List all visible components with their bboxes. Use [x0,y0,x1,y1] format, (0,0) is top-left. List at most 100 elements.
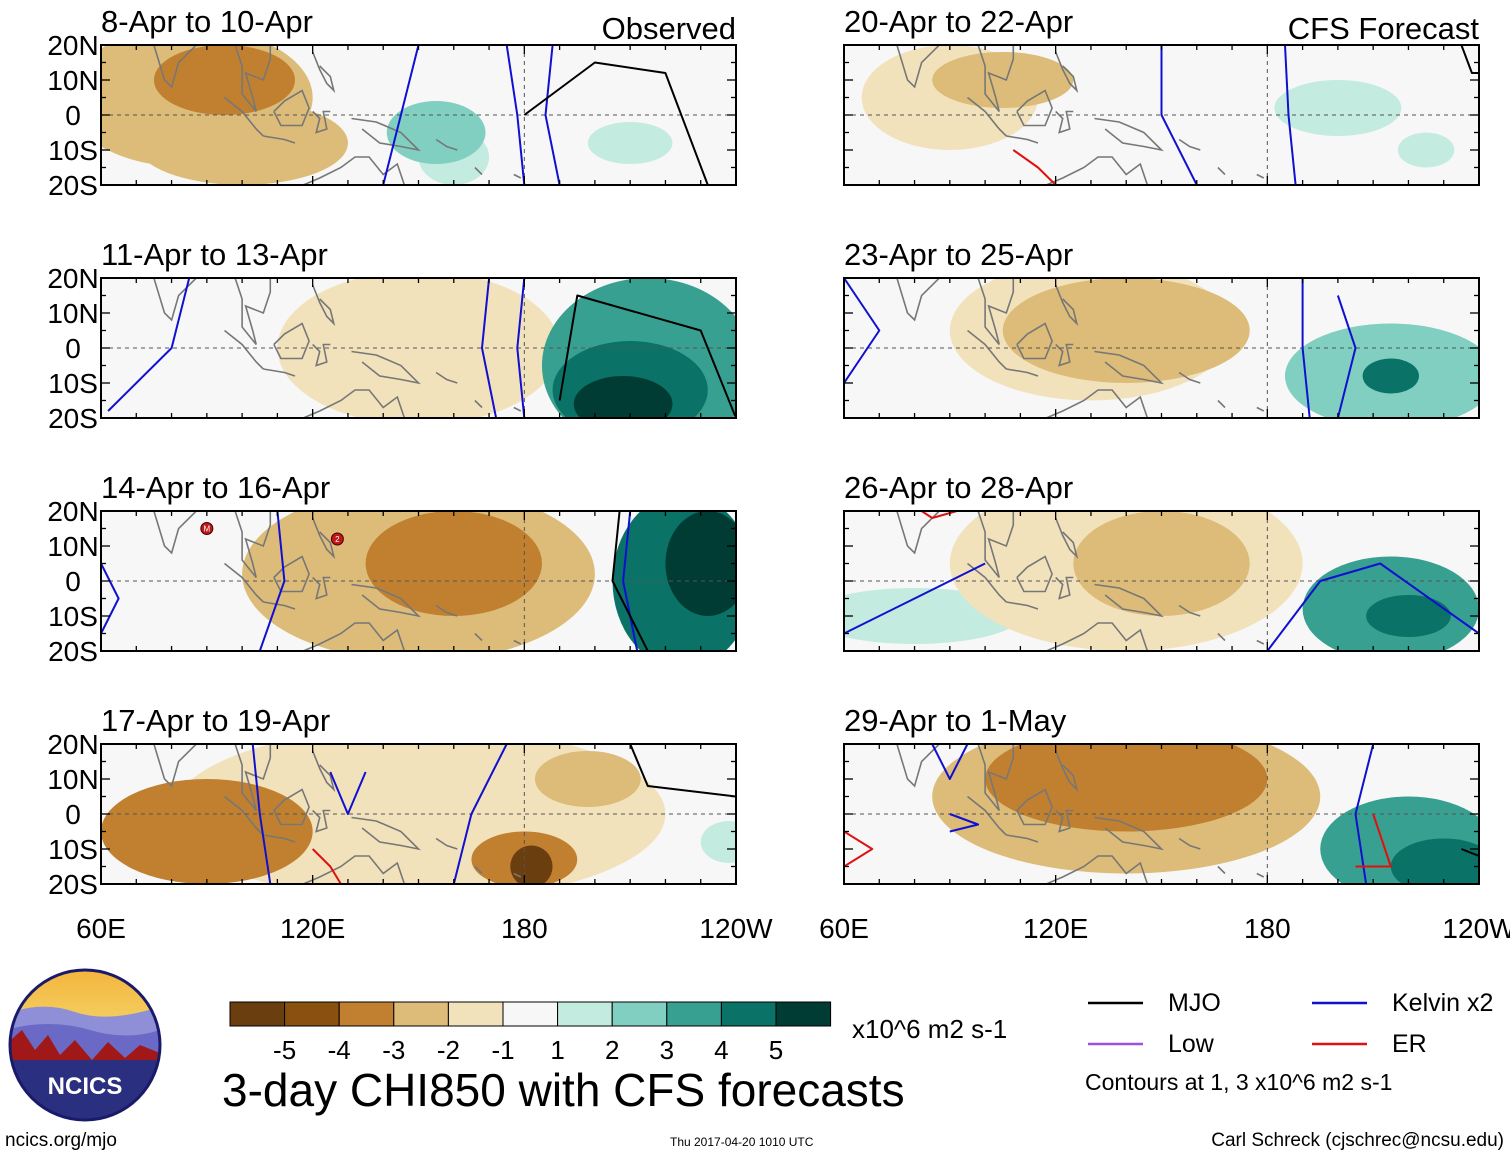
lat-label: 20S [48,636,98,667]
coastline [311,51,336,94]
anomaly-blob [136,101,348,185]
coastline [1016,555,1053,593]
colorbar-label: 5 [769,1035,783,1065]
coastline [311,284,336,327]
kelvin-contour [1301,278,1311,418]
mjo-contour [523,61,709,185]
storm-marker: M [200,522,214,535]
panel-title: 8-Apr to 10-Apr [101,4,313,39]
anomaly-blob [510,845,553,884]
kelvin-contour [622,511,639,651]
anomaly-blob [573,376,673,418]
lat-label: 0 [65,799,81,830]
kelvin-contour [1266,562,1479,651]
legend-item: MJO [1088,989,1221,1017]
panel-title: 26-Apr to 28-Apr [844,470,1073,505]
coastline [312,576,331,600]
coastline [1055,343,1074,367]
coastline [311,750,336,793]
coastline [1256,639,1265,645]
colorbar-swatch [720,1001,777,1027]
anomaly-blob [932,52,1074,108]
map-panel: 20-Apr to 22-Apr CFS Forecast [843,4,1480,186]
coastline [1054,750,1079,793]
lat-label: 10S [48,834,98,865]
colorbar-swatch [338,1001,395,1027]
legend-label: ER [1392,1030,1427,1058]
colorbar-swatch [666,1001,722,1027]
anomaly-blob [1366,595,1451,637]
coastline [1054,517,1079,560]
coastline [1016,89,1053,127]
er-contour [1012,149,1057,185]
kelvin-contour [516,278,526,418]
main-title: 3-day CHI850 with CFS forecasts [222,1064,905,1116]
colorbar-swatch [447,1001,504,1027]
anomaly-blob [534,751,641,807]
coastline [312,110,331,134]
coastline [977,45,1015,113]
lat-label: 0 [65,100,81,131]
logo-text: NCICS [48,1073,123,1100]
coastline [1055,809,1074,833]
panel-title: 17-Apr to 19-Apr [101,703,330,738]
map-panel: 26-Apr to 28-Apr [843,470,1480,652]
column-label: Observed [602,11,736,46]
coastline [234,511,272,579]
coastline [1055,110,1074,134]
coastline [263,368,296,377]
footer-credit: Carl Schreck (cjschrec@ncsu.edu) [1211,1130,1504,1151]
coastline [896,278,940,322]
panel-title: 14-Apr to 16-Apr [101,470,330,505]
kelvin-contour [107,278,191,412]
coastline [967,96,1007,137]
colorbar-label: -2 [437,1035,460,1065]
map-panel: 29-Apr to 1-May 60E 120E 180 120W [819,703,1510,944]
lat-label: 10N [47,531,98,562]
coastline [1256,872,1265,878]
coastline [224,795,264,836]
kelvin-contour [258,511,286,651]
coastline [977,511,1015,579]
coastline [351,816,421,851]
lat-label: 10S [48,135,98,166]
kelvin-contour [481,278,498,418]
er-contour [1355,813,1392,868]
anomaly-blob [1390,838,1479,884]
kelvin-contour [544,45,561,185]
coastline [224,329,264,370]
coastline [273,322,310,360]
er-contour [921,511,958,519]
anomaly-blob [700,821,736,863]
coastline [513,406,522,412]
anomaly-field [949,278,1479,418]
coastline [1256,406,1265,412]
coastline [224,562,264,603]
kelvin-contour [251,744,272,884]
storm-marker-icon [200,522,214,535]
coastline [224,96,264,137]
coastline [153,278,197,322]
coastline [234,45,272,113]
coastline [311,517,336,560]
colorbar-label: 4 [714,1035,728,1065]
anomaly-blob [1073,511,1250,616]
lat-label: 20S [48,869,98,900]
er-contour [311,848,342,884]
colorbar-swatch [284,1001,340,1027]
coastline [1178,837,1201,850]
colorbar-label: -4 [328,1035,351,1065]
coastline [351,117,421,152]
coastline [153,511,197,555]
lon-label: 60E [76,913,126,944]
lon-label: 120W [699,913,773,944]
panels-layer: 8-Apr to 10-Apr Observed20N10N010S20S11-A… [47,4,1510,944]
storm-marker-label: M [203,525,210,534]
coastline [1094,117,1164,152]
coastline [1217,865,1226,875]
lat-label: 10N [47,65,98,96]
coastline [263,601,296,610]
mjo-contour [1460,45,1479,74]
colorbar-label: 1 [550,1035,564,1065]
